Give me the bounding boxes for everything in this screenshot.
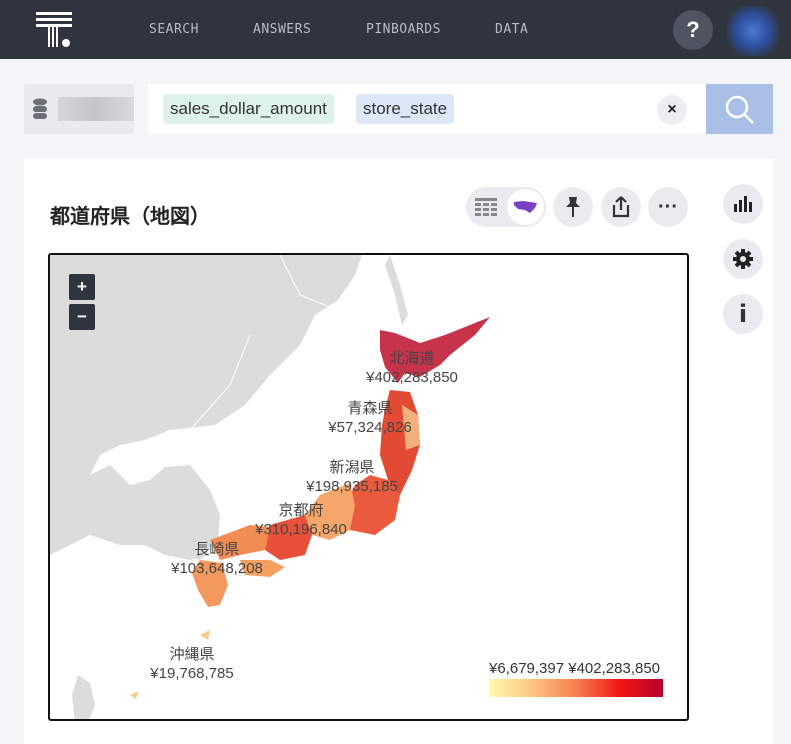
region-hokkaido — [380, 317, 490, 383]
legend-color-scale — [489, 679, 663, 697]
map-label-hokkaido: 北海道 ¥402,283,850 — [366, 350, 458, 386]
search-button[interactable] — [706, 84, 773, 134]
korean-peninsula — [150, 465, 220, 560]
legend-max: ¥402,283,850 — [568, 660, 661, 677]
clear-search-button[interactable]: × — [657, 95, 687, 125]
map-label-okinawa: 沖縄県 ¥19,768,785 — [150, 646, 234, 682]
map-canvas — [50, 255, 490, 719]
avatar[interactable] — [727, 6, 779, 56]
region-shikoku — [240, 560, 285, 577]
legend-labels: ¥6,679,397 ¥402,283,850 — [489, 660, 660, 677]
map-chart-icon — [514, 201, 537, 213]
pin-button[interactable] — [553, 187, 593, 227]
search-bar[interactable]: sales_dollar_amount store_state × — [148, 84, 706, 134]
zoom-in-button[interactable]: + — [69, 274, 95, 300]
share-icon — [612, 196, 630, 218]
change-visualization-button[interactable] — [723, 184, 763, 224]
bar-chart-icon — [734, 196, 752, 212]
logo[interactable] — [36, 12, 72, 48]
region-kyushu — [192, 560, 228, 607]
data-source-name — [58, 97, 134, 121]
map-label-kyoto: 京都府 ¥310,196,840 — [255, 502, 347, 538]
gear-icon — [733, 249, 753, 269]
search-token-attribute[interactable]: store_state — [356, 94, 455, 124]
more-options-button[interactable]: ··· — [648, 187, 688, 227]
map-chart[interactable]: + − 北海道 ¥402,283,850 青森県 ¥57,324,826 新潟県 ¥1… — [48, 253, 689, 721]
taiwan — [72, 675, 95, 719]
region-chugoku — [210, 525, 270, 560]
database-icon — [33, 98, 47, 119]
pin-icon — [566, 197, 580, 217]
nav-search[interactable]: SEARCH — [149, 22, 199, 37]
table-icon[interactable] — [475, 198, 497, 216]
legend-min: ¥6,679,397 — [489, 660, 565, 677]
share-button[interactable] — [601, 187, 641, 227]
zoom-out-button[interactable]: − — [69, 304, 95, 330]
map-label-nagasaki: 長崎県 ¥103,648,208 — [171, 541, 263, 577]
more-icon: ··· — [658, 195, 678, 218]
data-source-selector[interactable] — [24, 84, 134, 134]
map-label-aomori: 青森県 ¥57,324,826 — [328, 400, 412, 436]
region-kinki — [265, 515, 312, 560]
region-chubu — [305, 483, 355, 540]
nav-pinboards[interactable]: PINBOARDS — [366, 22, 441, 37]
nav-answers[interactable]: ANSWERS — [253, 22, 312, 37]
sakhalin — [385, 255, 408, 325]
asia-mainland — [50, 255, 362, 560]
chart-title: 都道府県（地図） — [50, 206, 210, 228]
search-token-measure[interactable]: sales_dollar_amount — [163, 94, 334, 124]
settings-button[interactable] — [723, 239, 763, 279]
search-icon — [725, 95, 754, 124]
region-aomori-iwate — [402, 405, 420, 450]
map-view-button[interactable] — [507, 189, 544, 225]
info-button[interactable]: i — [723, 294, 763, 334]
top-bar: SEARCH ANSWERS PINBOARDS DATA ? — [0, 0, 791, 59]
map-label-niigata: 新潟県 ¥198,935,185 — [306, 459, 398, 495]
nav-data[interactable]: DATA — [495, 22, 529, 37]
help-button[interactable]: ? — [673, 10, 713, 50]
region-kanto — [345, 475, 400, 535]
